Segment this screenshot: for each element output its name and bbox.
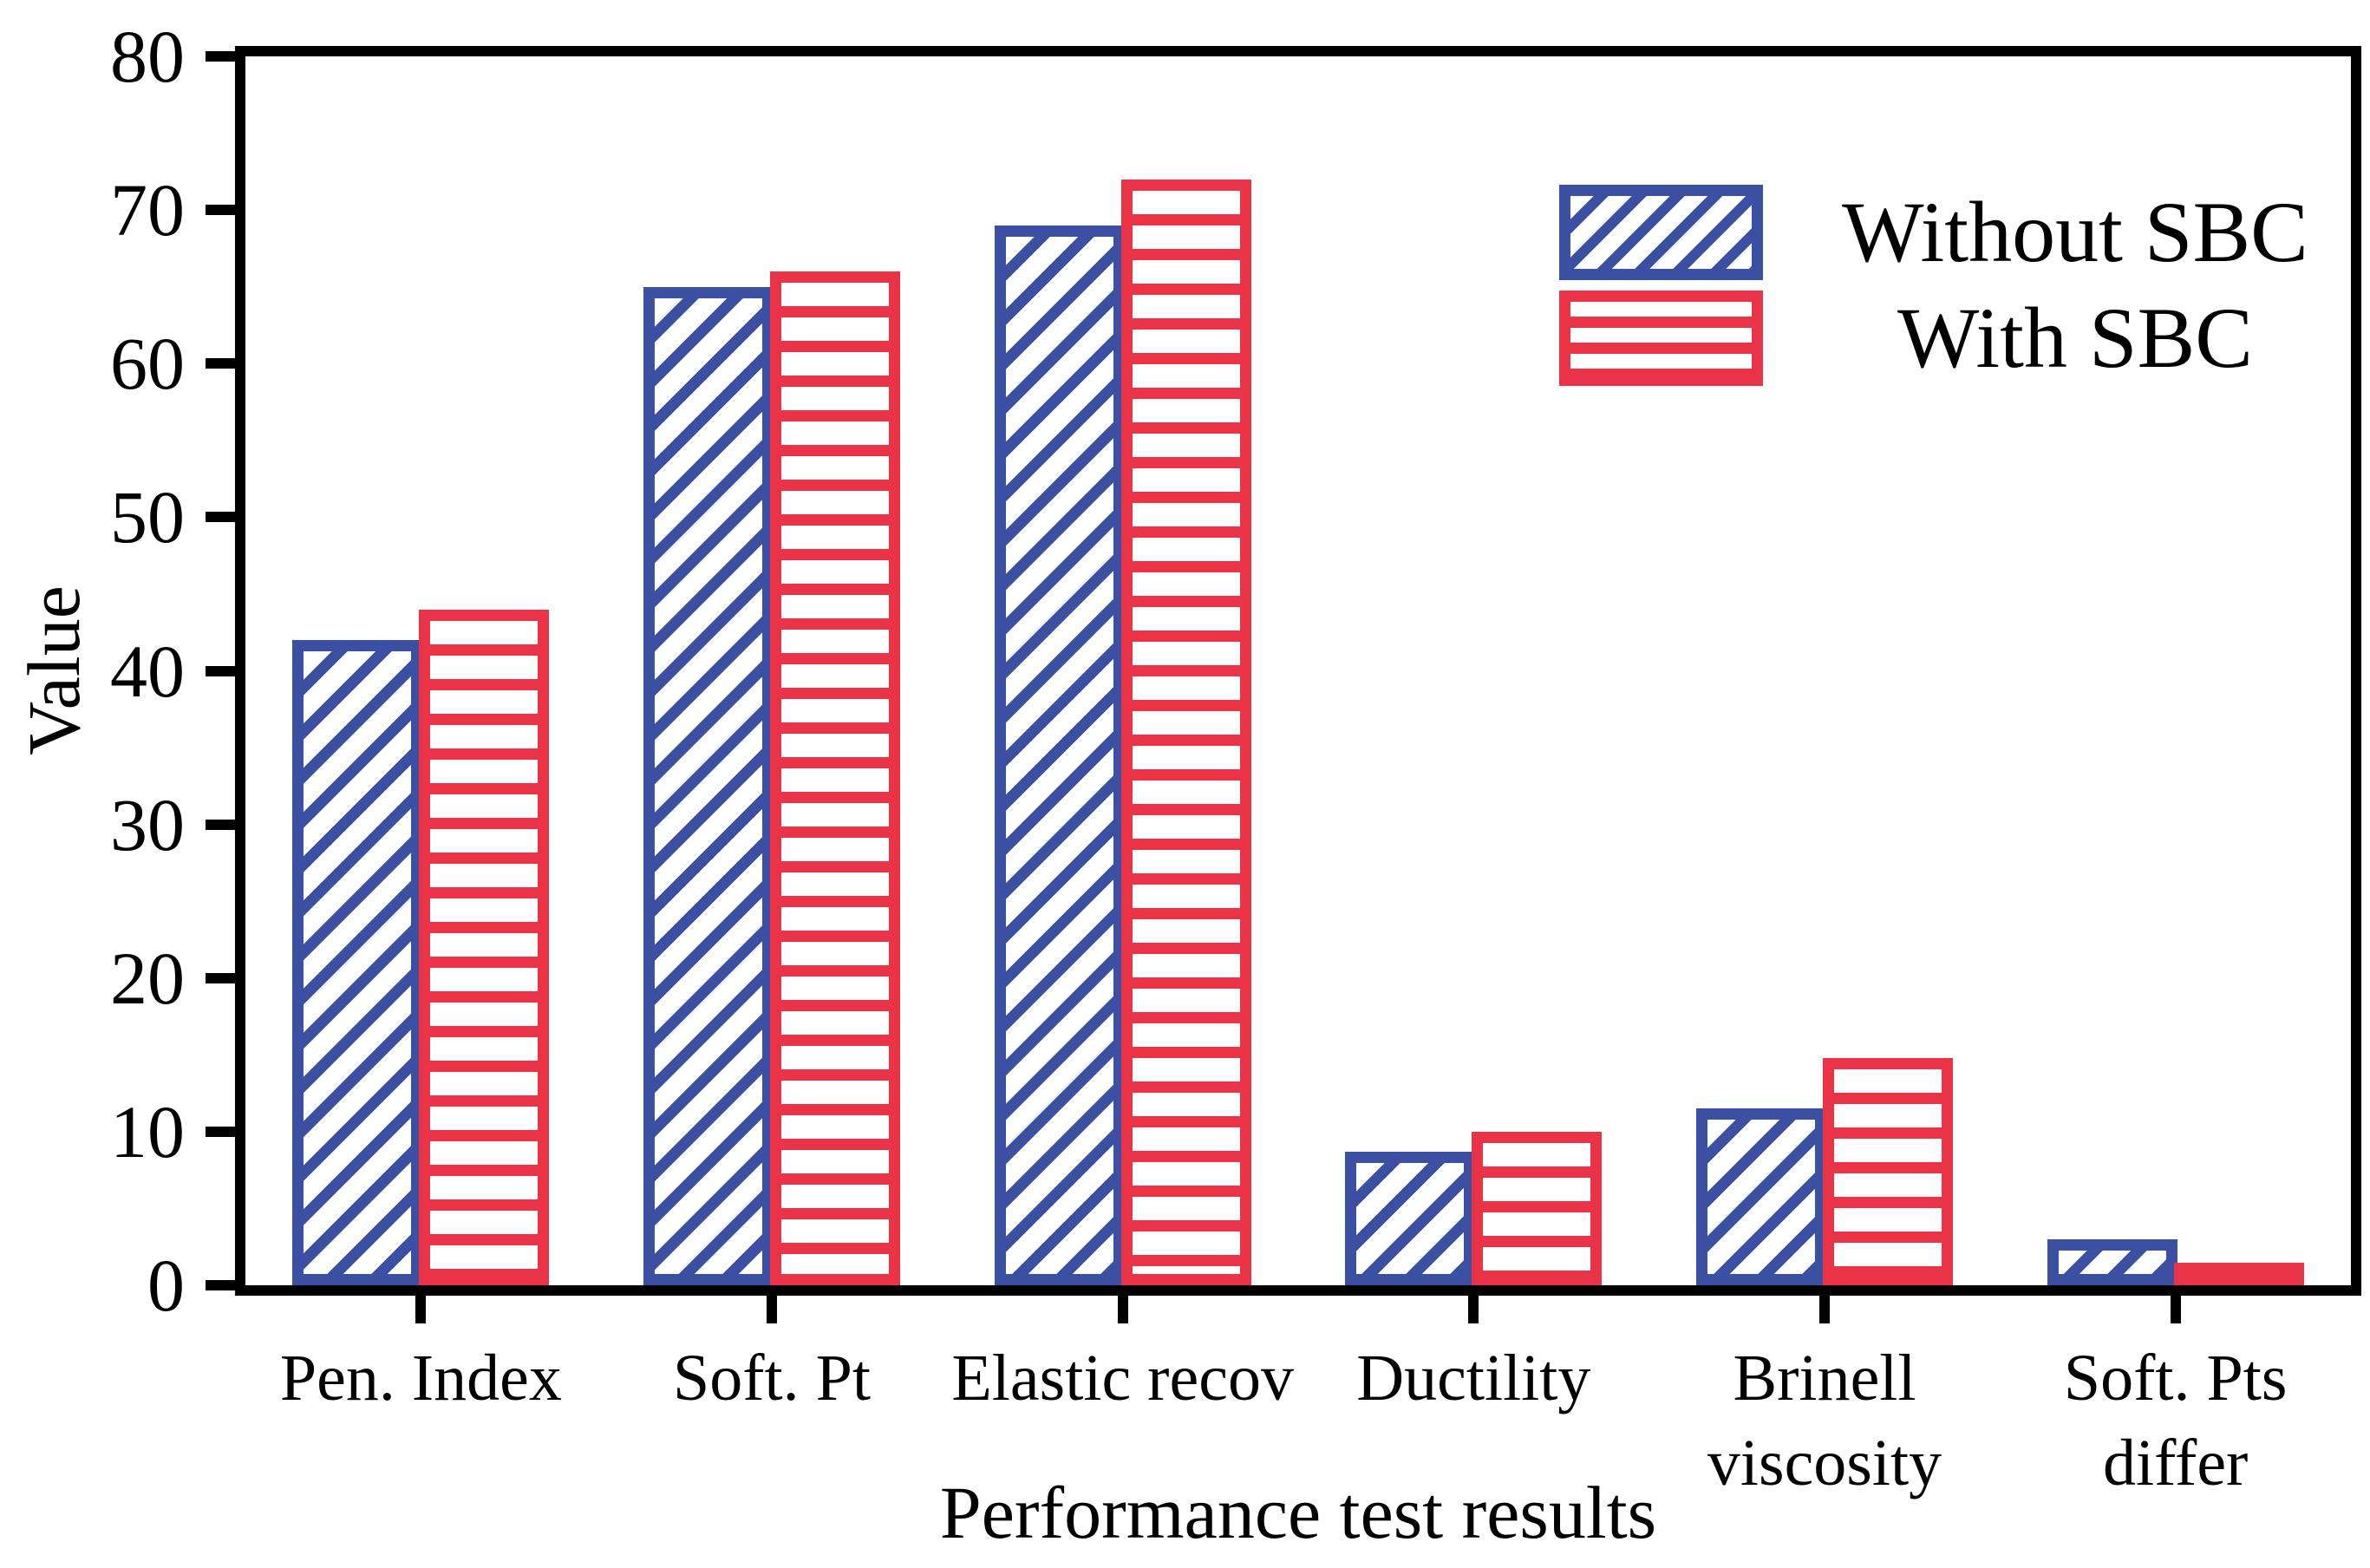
x-axis-title: Performance test results (939, 1471, 1657, 1554)
y-axis-tick (206, 512, 235, 523)
y-axis-tick (206, 1280, 235, 1290)
x-axis-category-label: Brinell viscosity (1707, 1342, 1942, 1499)
x-axis-tick (1819, 1296, 1830, 1323)
bar-without-sbc-1 (643, 286, 774, 1285)
x-axis-category-label: Soft. Pts differ (2063, 1342, 2288, 1499)
y-axis-tick-label: 60 (110, 322, 185, 406)
legend: Without SBC With SBC (1559, 185, 2361, 396)
bar-without-sbc-2 (994, 225, 1125, 1285)
y-axis-tick (206, 1126, 235, 1137)
y-axis-tick-label: 50 (110, 475, 185, 559)
x-axis-tick (2170, 1296, 2181, 1323)
legend-label-with-sbc: With SBC (1897, 290, 2253, 386)
y-axis-tick-label: 40 (110, 629, 185, 713)
legend-item-without-sbc: Without SBC (1559, 185, 2361, 280)
x-axis-category-label: Soft. Pt (672, 1342, 872, 1414)
y-axis-tick (206, 51, 235, 62)
x-axis-tick (767, 1296, 777, 1323)
x-axis-tick (1468, 1296, 1479, 1323)
bar-with-sbc-5 (2173, 1263, 2304, 1285)
bar-with-sbc-2 (1120, 179, 1251, 1285)
x-axis-category-label: Elastic recov (951, 1342, 1294, 1414)
y-axis-tick-label: 10 (110, 1089, 185, 1173)
plot-frame (235, 46, 2361, 1296)
bar-without-sbc-0 (292, 640, 423, 1285)
y-axis-tick-label: 70 (110, 168, 185, 252)
y-axis-tick (206, 665, 235, 676)
x-axis-tick (1117, 1296, 1128, 1323)
bar-with-sbc-0 (419, 609, 550, 1285)
y-axis-tick-label: 80 (110, 15, 185, 98)
y-axis-tick-label: 20 (110, 936, 185, 1020)
y-axis-tick-label: 30 (110, 782, 185, 866)
y-axis-tick (206, 358, 235, 369)
x-axis-category-label: Pen. Index (279, 1342, 562, 1414)
legend-swatch-diagonal-hatch (1559, 185, 1763, 280)
legend-item-with-sbc: With SBC (1559, 291, 2361, 386)
y-axis-tick (206, 205, 235, 216)
bar-without-sbc-4 (1696, 1108, 1826, 1285)
x-axis-category-label: Ductility (1356, 1342, 1591, 1414)
plot-area: 0 10 20 30 40 50 60 70 80 Pen. Index Soft. Pt Elast… (110, 16, 2361, 1499)
bar-without-sbc-5 (2047, 1238, 2177, 1285)
x-axis-tick (415, 1296, 427, 1323)
bar-with-sbc-3 (1472, 1131, 1603, 1285)
bar-without-sbc-3 (1345, 1151, 1476, 1285)
y-axis-tick (206, 819, 235, 830)
y-axis-tick-label: 0 (147, 1244, 185, 1327)
legend-label-without-sbc: Without SBC (1842, 184, 2308, 280)
bar-with-sbc-4 (1823, 1057, 1953, 1285)
legend-swatch-horizontal-hatch (1559, 291, 1763, 386)
y-axis-tick (206, 972, 235, 983)
bar-with-sbc-1 (770, 271, 900, 1285)
